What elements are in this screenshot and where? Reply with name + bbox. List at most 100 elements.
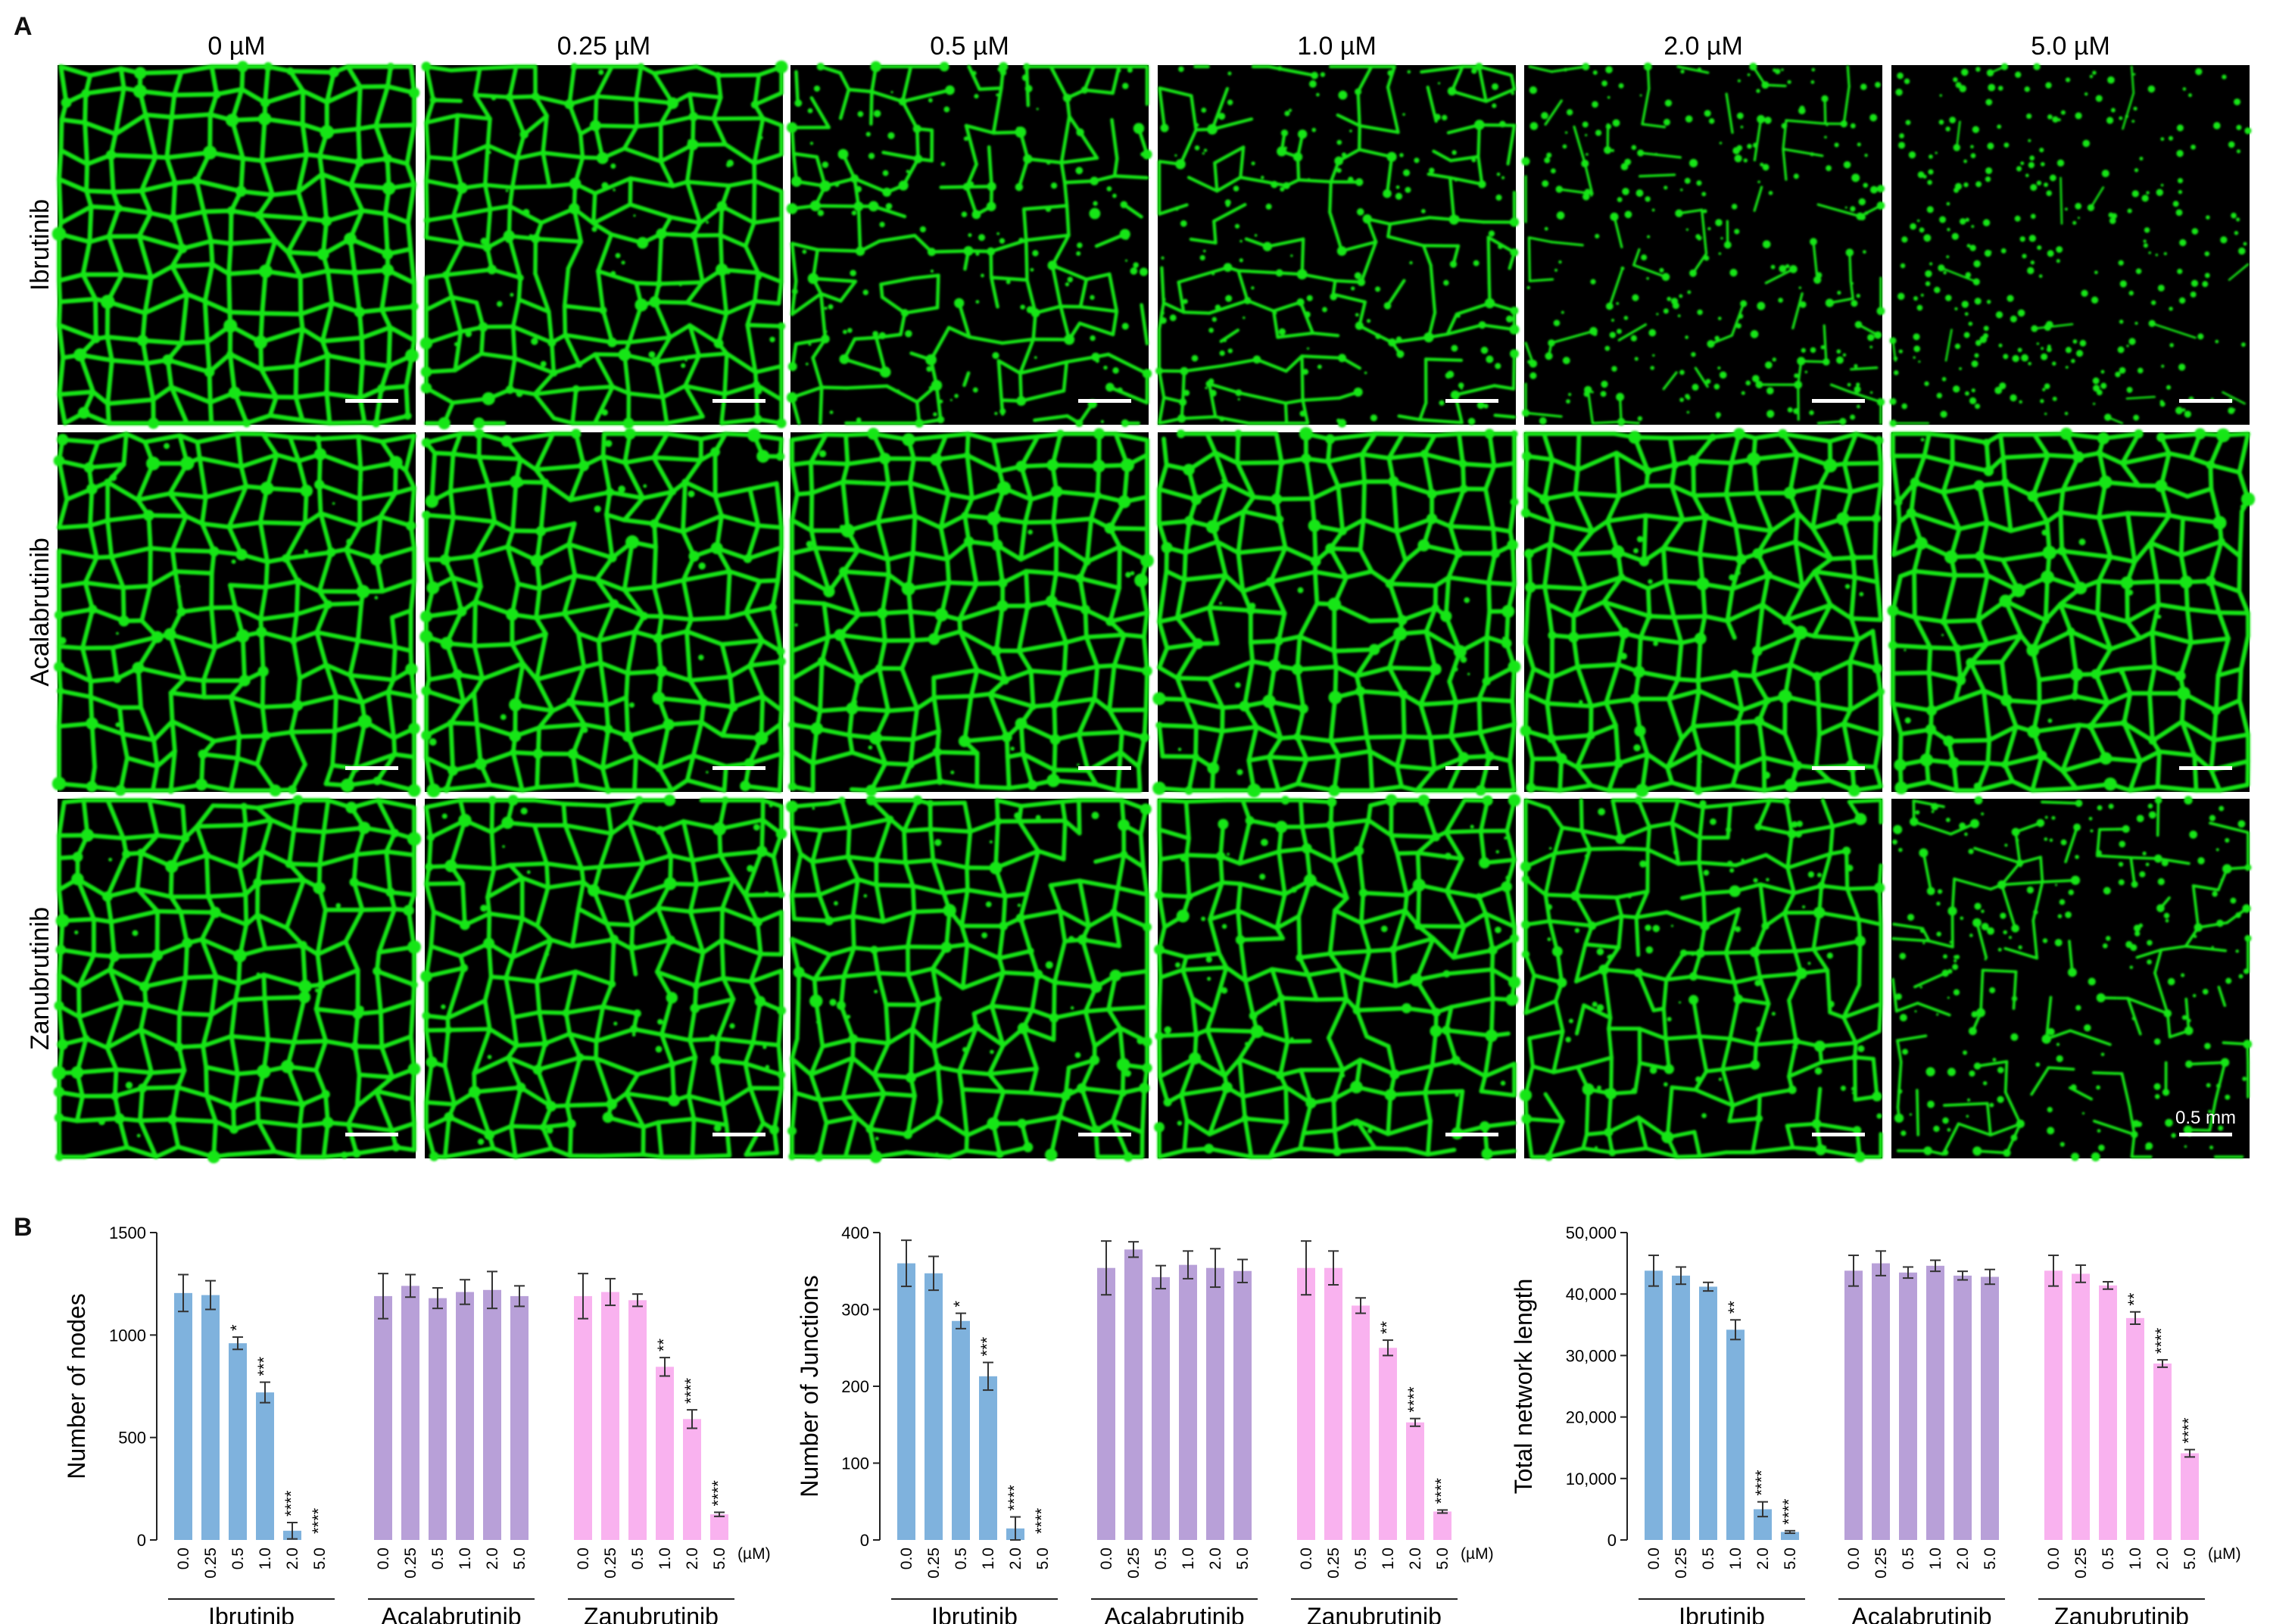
bar — [229, 1343, 247, 1540]
x-tick-label: 0.0 — [898, 1548, 915, 1569]
y-tick-label: 200 — [841, 1377, 869, 1396]
micrograph-tile — [419, 428, 786, 798]
x-tick-label: 5.0 — [1434, 1548, 1451, 1569]
significance-label: **** — [2152, 1327, 2171, 1354]
x-tick-label: 2.0 — [284, 1548, 301, 1569]
significance-label: **** — [709, 1480, 728, 1507]
scale-bar — [712, 766, 766, 770]
scale-bar — [2179, 766, 2232, 770]
micrograph-tile — [1889, 63, 2252, 427]
bar-series: 0.0 0.25 0.5 1.0 2.0 5.0 Acalabrutinib — [1091, 1240, 1258, 1624]
scale-bar — [1078, 399, 1131, 403]
significance-label: *** — [978, 1336, 996, 1356]
group-label: Ibrutinib — [931, 1603, 1018, 1624]
x-tick-label: 1.0 — [980, 1548, 997, 1569]
unit-label: (µM) — [737, 1545, 771, 1563]
micrograph-tile — [786, 61, 1152, 428]
significance-label: **** — [1005, 1485, 1024, 1511]
concentration-label: 2.0 µM — [1664, 32, 1743, 61]
micrograph-tile — [1152, 427, 1521, 798]
scale-bar — [2179, 1133, 2232, 1136]
x-tick-label: 1.0 — [1380, 1548, 1397, 1569]
x-tick-label: 0.25 — [1125, 1548, 1143, 1579]
significance-label: **** — [1432, 1478, 1451, 1504]
x-tick-label: 5.0 — [1782, 1548, 1799, 1569]
x-tick-label: 2.0 — [1754, 1548, 1772, 1569]
bar — [2153, 1363, 2172, 1540]
scale-bar — [345, 1133, 398, 1136]
bar — [574, 1295, 592, 1540]
significance-label: *** — [254, 1356, 273, 1376]
y-axis-label: Number of nodes — [63, 1293, 90, 1479]
bar-series: 0.0 0.25 0.5 1.0 2.0 5.0 Acalabrutinib — [368, 1270, 535, 1624]
x-tick-label: 1.0 — [257, 1548, 274, 1569]
x-tick-label: 5.0 — [1234, 1548, 1252, 1569]
y-tick-label: 0 — [137, 1531, 146, 1550]
x-tick-label: 5.0 — [711, 1548, 728, 1569]
bar — [2044, 1270, 2063, 1540]
y-tick-label: 40,000 — [1566, 1285, 1617, 1304]
bar — [1872, 1263, 1890, 1540]
x-tick-label: 0.25 — [202, 1548, 220, 1579]
x-tick-label: 0.5 — [1152, 1548, 1170, 1569]
x-tick-label: 0.25 — [602, 1548, 619, 1579]
x-tick-label: 0.5 — [2100, 1548, 2117, 1569]
scale-bar — [1445, 1133, 1498, 1136]
bar — [897, 1263, 915, 1540]
bar — [1726, 1329, 1745, 1540]
bar — [510, 1295, 529, 1540]
bar — [1124, 1249, 1143, 1540]
x-tick-label: 0.25 — [2072, 1548, 2090, 1579]
group-label: Ibrutinib — [1679, 1603, 1765, 1624]
bar — [1152, 1276, 1170, 1540]
x-tick-label: 0.0 — [1098, 1548, 1115, 1569]
bar-chart: Number of Junctions 0 100 200 300 400 0.0 0.25 *… — [796, 1223, 1494, 1624]
bar — [1699, 1286, 1717, 1540]
group-label: Zanubrutinib — [2054, 1603, 2189, 1624]
y-tick-label: 300 — [841, 1301, 869, 1320]
y-tick-label: 500 — [118, 1429, 146, 1448]
x-tick-label: 1.0 — [656, 1548, 674, 1569]
concentration-label: 0.25 µM — [557, 32, 651, 61]
y-tick-label: 400 — [841, 1223, 869, 1242]
bar — [456, 1292, 474, 1540]
scale-bar — [1078, 766, 1131, 770]
x-tick-label: 2.0 — [1407, 1548, 1424, 1569]
x-tick-label: 5.0 — [511, 1548, 529, 1569]
bar — [683, 1419, 701, 1540]
group-label: Ibrutinib — [208, 1603, 295, 1624]
bar — [1433, 1511, 1451, 1540]
concentration-label: 5.0 µM — [2031, 32, 2110, 61]
micrograph-tile — [785, 795, 1152, 1164]
bar — [1233, 1270, 1252, 1540]
x-tick-label: 5.0 — [1982, 1548, 1999, 1569]
scale-bar — [1812, 766, 1865, 770]
significance-label: **** — [1752, 1470, 1771, 1496]
drug-row-label: Acalabrutinib — [26, 538, 55, 687]
micrograph-tile — [1887, 427, 2256, 795]
bar-series: 0.0 0.25 0.5 ** 1.0 **** 2.0 **** 5.0 Zanubrutini… — [568, 1273, 771, 1624]
bar — [1297, 1267, 1315, 1540]
significance-label: ** — [654, 1339, 673, 1352]
group-label: Zanubrutinib — [584, 1603, 719, 1624]
bar — [429, 1298, 447, 1540]
bar-chart: Number of nodes 0 500 1000 1500 0.0 0.25 * 0.5 **… — [63, 1223, 771, 1624]
concentration-label: 0 µM — [207, 32, 265, 61]
micrograph-tile — [51, 61, 420, 429]
drug-row-label: Ibrutinib — [26, 199, 55, 291]
bar — [256, 1392, 274, 1540]
scale-bar — [712, 1133, 766, 1136]
x-tick-label: 5.0 — [2181, 1548, 2199, 1569]
x-tick-label: 0.5 — [953, 1548, 970, 1569]
micrograph-tile — [1521, 62, 1885, 426]
bar — [1379, 1348, 1397, 1540]
drug-row-label: Zanubrutinib — [26, 907, 55, 1050]
x-tick-label: 0.0 — [2045, 1548, 2063, 1569]
bar — [374, 1295, 392, 1540]
bar — [979, 1376, 997, 1540]
micrograph-tile — [51, 432, 421, 797]
x-tick-label: 1.0 — [2127, 1548, 2144, 1569]
micrograph-tile: 0.5 mm — [1891, 796, 2253, 1161]
x-tick-label: 0.0 — [375, 1548, 392, 1569]
